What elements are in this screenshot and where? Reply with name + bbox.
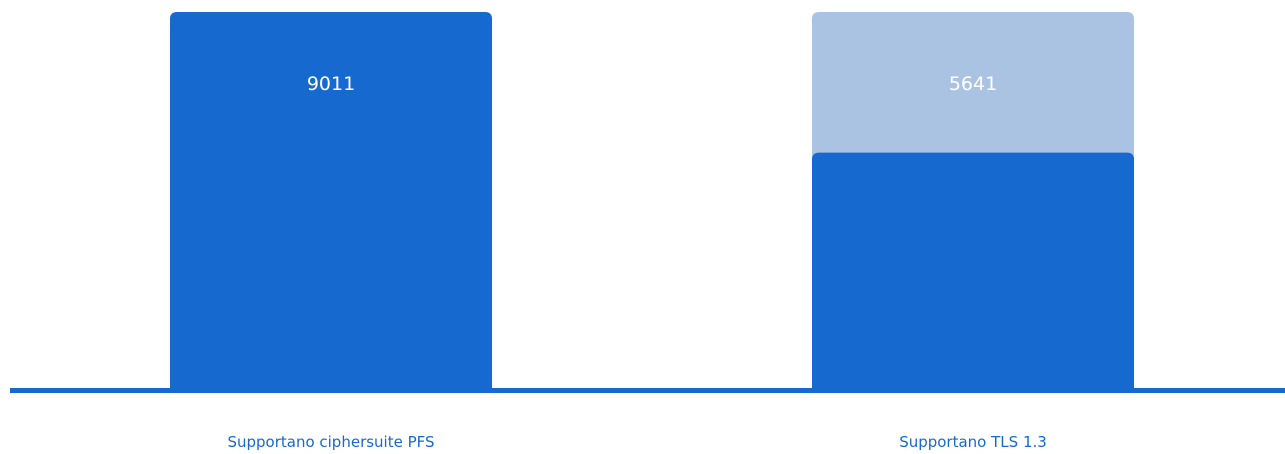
x-axis-baseline — [10, 388, 1285, 393]
bar-value-label-2: 5641 — [949, 73, 997, 95]
category-label-2: Supportano TLS 1.3 — [899, 433, 1047, 451]
bar-1 — [170, 12, 492, 388]
bar-value-label-1: 9011 — [307, 73, 355, 95]
bar-2 — [812, 152, 1134, 388]
category-label-1: Supportano ciphersuite PFS — [227, 433, 434, 451]
